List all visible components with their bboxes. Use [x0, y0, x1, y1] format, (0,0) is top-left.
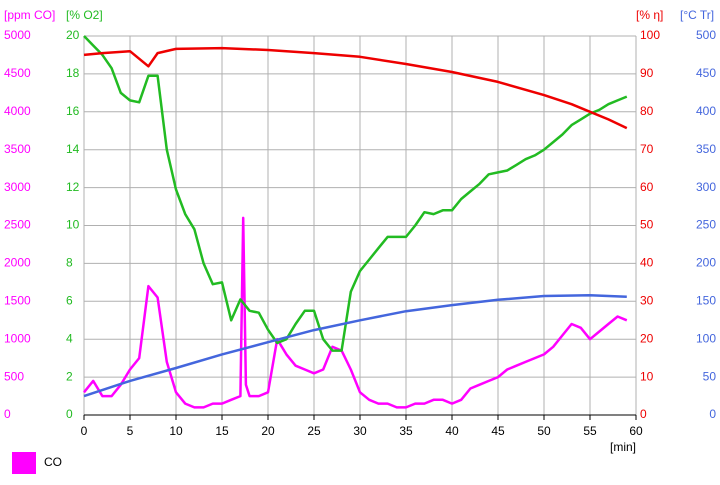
y4-tick-label: 450: [696, 66, 716, 80]
x-tick-label: 30: [353, 424, 367, 438]
y4-tick-label: 300: [696, 180, 716, 194]
y2-tick-label: 2: [66, 369, 73, 383]
x-tick-label: 5: [127, 424, 134, 438]
y3-tick-label: 40: [640, 256, 654, 270]
y4-tick-label: 500: [696, 28, 716, 42]
y4-tick-label: 350: [696, 142, 716, 156]
y3-tick-label: 50: [640, 218, 654, 232]
y-axis-title: [ppm CO]: [4, 8, 55, 22]
y3-tick-label: 70: [640, 142, 654, 156]
x-tick-label: 40: [445, 424, 459, 438]
y-tick-label: 3500: [4, 142, 31, 156]
y3-tick-label: 20: [640, 331, 654, 345]
y2-tick-label: 20: [66, 28, 80, 42]
y-tick-label: 5000: [4, 28, 31, 42]
y2-tick-label: 16: [66, 104, 80, 118]
y2-tick-label: 10: [66, 218, 80, 232]
y3-tick-label: 60: [640, 180, 654, 194]
y-tick-label: 4000: [4, 104, 31, 118]
series-line: [83, 293, 627, 398]
y4-tick-label: 100: [696, 331, 716, 345]
series-line: [83, 46, 628, 130]
y4-tick-label: 50: [703, 369, 717, 383]
x-tick-label: 0: [81, 424, 88, 438]
y3-tick-label: 80: [640, 104, 654, 118]
y2-tick-label: 18: [66, 66, 80, 80]
y3-tick-label: 100: [640, 28, 660, 42]
y3-tick-label: 90: [640, 66, 654, 80]
y2-tick-label: 0: [66, 407, 73, 421]
y-tick-label: 500: [4, 369, 24, 383]
y2-axis-title: [% O2]: [66, 8, 103, 22]
y3-tick-label: 30: [640, 293, 654, 307]
x-tick-label: 60: [629, 424, 643, 438]
y-tick-label: 4500: [4, 66, 31, 80]
y2-tick-label: 14: [66, 142, 80, 156]
y2-tick-label: 8: [66, 256, 73, 270]
x-tick-label: 55: [583, 424, 597, 438]
x-tick-label: 35: [399, 424, 413, 438]
y3-tick-label: 10: [640, 369, 654, 383]
y2-tick-label: 12: [66, 180, 80, 194]
x-tick-label: 25: [307, 424, 321, 438]
y-tick-label: 2000: [4, 256, 31, 270]
y-tick-label: 1500: [4, 293, 31, 307]
y4-tick-label: 0: [709, 407, 716, 421]
y4-axis-title: [°C Tr]: [680, 8, 714, 22]
y-tick-label: 3000: [4, 180, 31, 194]
y3-tick-label: 0: [640, 407, 647, 421]
y4-tick-label: 200: [696, 256, 716, 270]
series-line: [83, 35, 628, 352]
y-tick-label: 1000: [4, 331, 31, 345]
x-tick-label: 50: [537, 424, 551, 438]
y2-tick-label: 4: [66, 331, 73, 345]
y4-tick-label: 250: [696, 218, 716, 232]
series-line: [83, 216, 628, 409]
y4-tick-label: 150: [696, 293, 716, 307]
y3-axis-title: [% η]: [636, 8, 663, 22]
y2-tick-label: 6: [66, 293, 73, 307]
x-tick-label: 15: [215, 424, 229, 438]
legend-label: CO: [44, 455, 62, 469]
x-axis-title: [min]: [610, 440, 636, 454]
x-tick-label: 45: [491, 424, 505, 438]
y4-tick-label: 400: [696, 104, 716, 118]
y-tick-label: 2500: [4, 218, 31, 232]
legend-swatch: [12, 452, 36, 474]
y-tick-label: 0: [4, 407, 11, 421]
x-tick-label: 10: [169, 424, 183, 438]
x-tick-label: 20: [261, 424, 275, 438]
